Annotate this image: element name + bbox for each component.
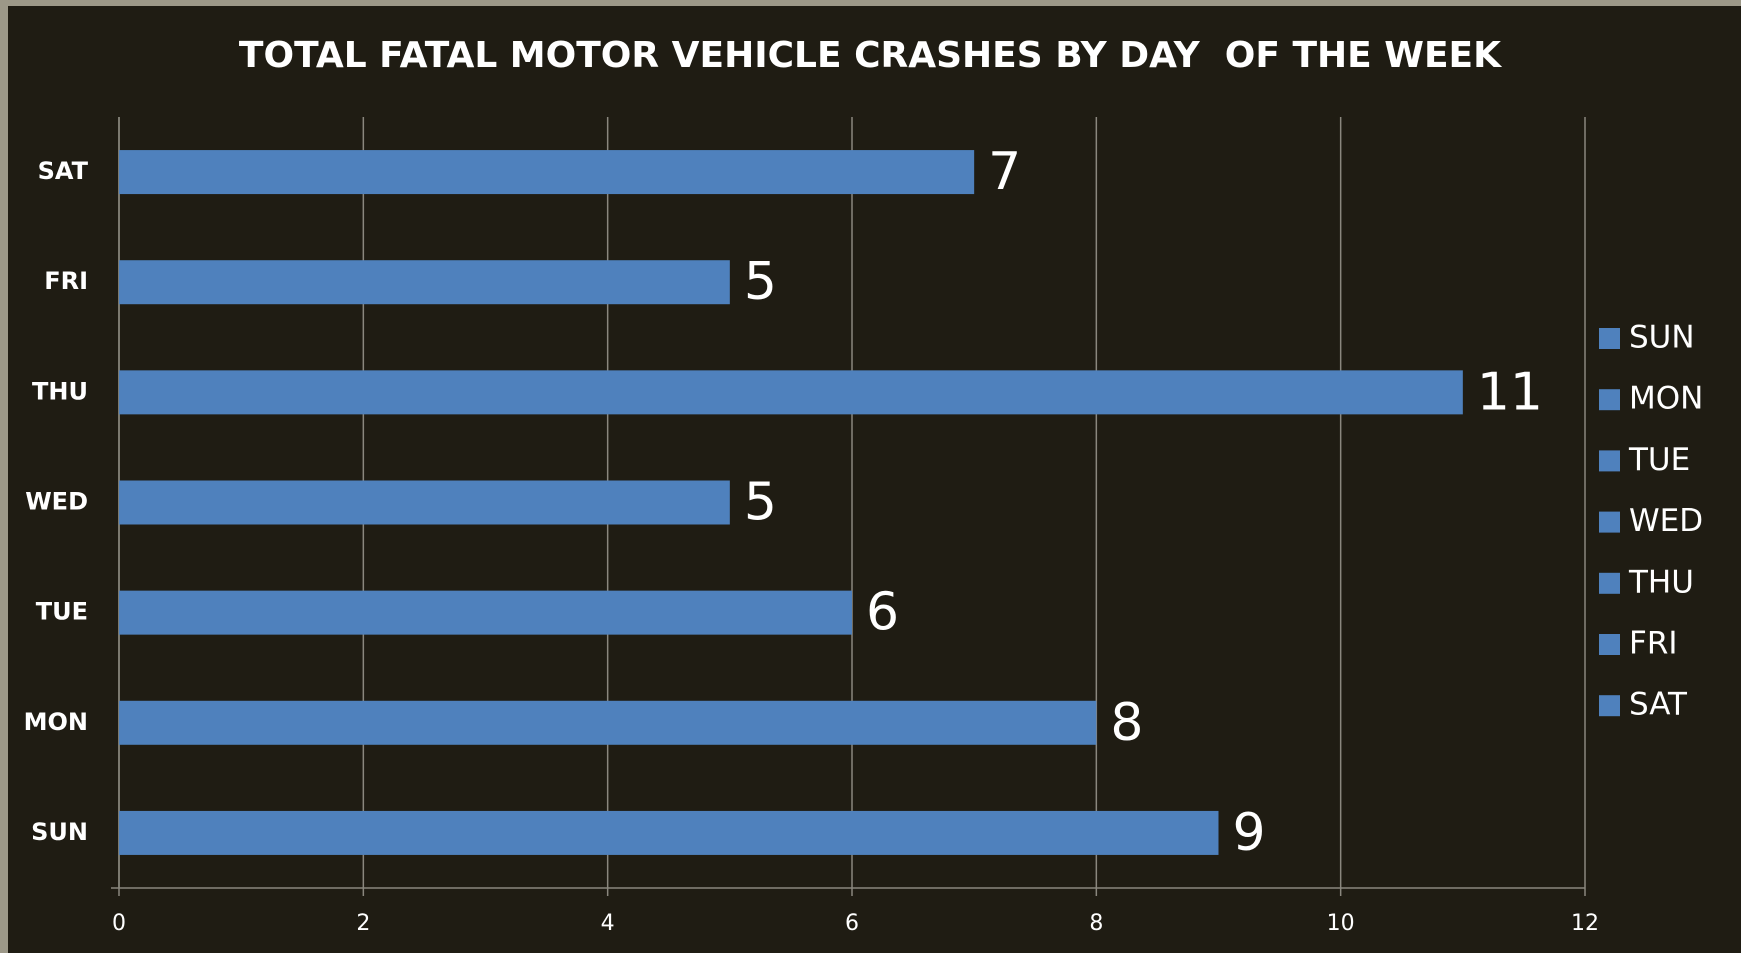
y-tick-label: SAT — [38, 157, 89, 185]
value-label: 9 — [1233, 803, 1266, 863]
legend-label: WED — [1629, 503, 1703, 539]
y-tick-label: THU — [32, 377, 88, 405]
value-label: 5 — [744, 252, 777, 312]
y-tick-label: TUE — [36, 598, 88, 626]
x-tick-label: 12 — [1571, 911, 1599, 936]
legend-swatch — [1599, 511, 1620, 533]
bar — [119, 150, 975, 195]
bar — [119, 370, 1463, 415]
x-tick-label: 0 — [112, 911, 126, 936]
legend-label: SAT — [1629, 687, 1688, 723]
bar — [119, 810, 1219, 855]
y-tick-label: SUN — [31, 818, 88, 846]
legend-label: FRI — [1629, 626, 1678, 662]
legend-swatch — [1599, 328, 1620, 349]
legend-swatch — [1599, 695, 1620, 717]
y-tick-label: WED — [25, 488, 88, 516]
y-tick-label: MON — [24, 708, 88, 736]
legend-label: SUN — [1629, 320, 1695, 356]
legend-swatch — [1599, 389, 1620, 411]
value-label: 7 — [988, 142, 1021, 202]
value-label: 8 — [1110, 693, 1143, 753]
bar — [119, 590, 852, 635]
bar — [119, 700, 1097, 745]
chart-title: TOTAL FATAL MOTOR VEHICLE CRASHES BY DAY… — [239, 35, 1502, 76]
value-label: 5 — [744, 473, 777, 533]
legend-swatch — [1599, 634, 1620, 655]
legend-label: TUE — [1628, 442, 1690, 478]
x-tick-label: 10 — [1327, 911, 1355, 936]
x-tick-label: 4 — [601, 911, 615, 936]
bar — [119, 260, 730, 305]
value-label: 11 — [1477, 362, 1543, 422]
bar — [119, 480, 730, 525]
legend-swatch — [1599, 572, 1620, 594]
y-tick-label: FRI — [44, 267, 88, 295]
legend-swatch — [1599, 450, 1620, 472]
x-tick-label: 8 — [1089, 911, 1103, 936]
value-label: 6 — [866, 583, 899, 643]
legend-label: MON — [1629, 381, 1703, 417]
x-tick-label: 2 — [356, 911, 370, 936]
x-tick-label: 6 — [845, 911, 859, 936]
legend-label: THU — [1628, 564, 1694, 600]
